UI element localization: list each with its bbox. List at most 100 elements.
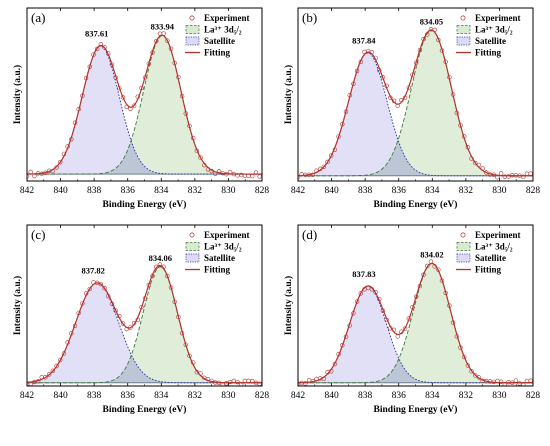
satellite-line: [298, 285, 533, 384]
legend-experiment-marker: [460, 15, 466, 21]
x-tick-label: 836: [392, 391, 407, 401]
experiment-point: [102, 285, 107, 291]
experiment-point: [87, 286, 92, 292]
panel-label: (d): [302, 227, 317, 242]
legend-label: La³⁺ 3d₅/₂: [475, 242, 513, 252]
legend-label: La³⁺ 3d₅/₂: [475, 25, 513, 35]
experiment-point: [257, 174, 262, 179]
experiment-point: [50, 368, 56, 374]
legend-label: Fitting: [204, 265, 230, 275]
experiment-point: [528, 378, 533, 383]
x-tick-label: 832: [188, 391, 203, 401]
experiment-point: [358, 291, 363, 296]
experiment-point: [524, 171, 530, 176]
experiment-point: [165, 273, 170, 279]
legend-label: La³⁺ 3d₅/₂: [204, 242, 242, 252]
x-tick-label: 832: [188, 186, 203, 196]
experiment-point: [521, 174, 526, 180]
panel-a: 842 840 838 836 834 832 830 828 Binding Energy (…: [12, 7, 270, 210]
peak-label: 837.83: [352, 269, 375, 279]
experiment-point: [43, 375, 48, 380]
legend-la-swatch: [185, 25, 200, 34]
experiment-point: [402, 326, 408, 331]
experiment-point: [498, 379, 504, 384]
legend-label: Satellite: [204, 253, 235, 263]
fitting-line: [27, 34, 262, 175]
legend-label: Fitting: [475, 265, 501, 275]
overlap-area: [27, 140, 262, 175]
legend-label: Satellite: [204, 36, 235, 46]
experiment-point: [513, 378, 519, 383]
la-area: [27, 35, 262, 175]
x-tick-label: 832: [459, 186, 474, 196]
x-tick-label: 840: [324, 186, 339, 196]
panel-label: (b): [302, 10, 317, 25]
x-tick-label: 840: [324, 391, 339, 401]
legend-label: Satellite: [475, 36, 506, 46]
y-axis-title: Intensity (a.u.): [12, 65, 23, 124]
experiment-point: [506, 174, 511, 179]
x-tick-label: 828: [255, 186, 270, 196]
x-tick-label: 842: [291, 186, 306, 196]
experiment-point: [102, 45, 107, 50]
experiment-point: [120, 321, 126, 326]
experiment-point: [98, 42, 104, 47]
x-tick-label: 842: [291, 391, 306, 401]
experiment-point: [120, 95, 126, 100]
x-tick-label: 834: [154, 391, 169, 401]
legend-label: Experiment: [204, 13, 250, 23]
experiment-point: [187, 353, 192, 359]
experiment-point: [325, 159, 330, 165]
panel-b: 842 840 838 836 834 832 830 828 Binding Energy (…: [283, 7, 541, 210]
experiment-point: [395, 334, 400, 339]
experiment-point: [354, 299, 360, 304]
la-area: [298, 30, 533, 176]
satellite-area: [298, 286, 533, 383]
la-area: [298, 263, 533, 383]
y-axis-title: Intensity (a.u.): [283, 65, 294, 124]
x-tick-label: 836: [121, 186, 136, 196]
experiment-point: [321, 164, 327, 169]
legend-experiment-marker: [189, 15, 195, 21]
panel-c: 842 840 838 836 834 832 830 828 Binding Energy (…: [12, 224, 269, 415]
x-tick-label: 834: [154, 186, 169, 196]
legend-label: Satellite: [475, 253, 506, 263]
legend-la-swatch: [456, 25, 471, 34]
y-axis-title: Intensity (a.u.): [12, 276, 23, 335]
x-tick-label: 828: [526, 391, 541, 401]
x-axis-title: Binding Energy (eV): [103, 199, 187, 210]
experiment-point: [469, 369, 474, 374]
peak-label: 834.02: [420, 250, 443, 260]
x-tick-label: 834: [425, 186, 440, 196]
peak-label: 837.82: [81, 266, 104, 276]
experiment-point: [476, 375, 482, 380]
x-tick-label: 836: [392, 186, 407, 196]
experiment-point: [154, 38, 159, 44]
experiment-point: [54, 165, 59, 170]
peak-label: 834.06: [149, 253, 172, 263]
x-tick-label: 838: [87, 391, 102, 401]
x-tick-label: 840: [53, 391, 68, 401]
peak-label: 834.05: [420, 16, 443, 26]
experiment-point: [131, 103, 137, 108]
peak-label: 833.94: [151, 22, 175, 32]
fitting-line: [298, 262, 533, 384]
experiment-point: [528, 171, 533, 176]
x-tick-label: 838: [87, 186, 102, 196]
y-axis-title: Intensity (a.u.): [283, 276, 294, 335]
satellite-area: [298, 52, 533, 176]
x-tick-label: 828: [526, 186, 541, 196]
experiment-point: [473, 160, 478, 166]
legend-satellite-swatch: [185, 253, 200, 263]
x-tick-label: 842: [20, 186, 35, 196]
legend-satellite-swatch: [456, 36, 471, 46]
experiment-point: [473, 373, 478, 378]
x-tick-label: 830: [221, 186, 236, 196]
legend-label: Experiment: [204, 230, 250, 240]
legend-experiment-marker: [189, 232, 195, 238]
panel-d: 842 840 838 836 834 832 830 828 Binding Energy (…: [283, 224, 541, 415]
experiment-point: [517, 381, 522, 386]
x-tick-label: 838: [358, 391, 373, 401]
